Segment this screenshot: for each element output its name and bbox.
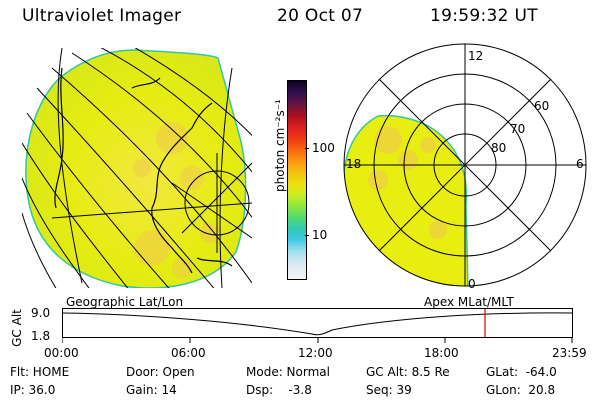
altitude-plot [62, 308, 573, 343]
polar-plot: 12 18 6 0 60 70 80 [343, 43, 587, 291]
polar-image-fill [344, 114, 469, 286]
alt-y-bottom: 1.8 [31, 329, 51, 343]
geographic-caption: Geographic Lat/Lon [66, 295, 184, 309]
glon-info: GLon: 20.8 [486, 383, 556, 397]
geographic-image [22, 48, 252, 288]
x-tick-0600: 06:00 [171, 346, 206, 360]
x-tick-1200: 12:00 [298, 346, 333, 360]
ip-info: IP: 36.0 [10, 383, 56, 397]
colorbar [287, 80, 307, 280]
x-tick-2359: 23:59 [552, 346, 587, 360]
polar-grid [343, 43, 587, 287]
coastline [54, 67, 233, 274]
gain-info: Gain: 14 [126, 383, 177, 397]
app-title: Ultraviolet Imager [22, 6, 182, 26]
altitude-curve [62, 312, 573, 336]
mlt-12-label: 12 [468, 49, 483, 63]
mlat-60-label: 60 [534, 99, 549, 113]
colorbar-tick-100-mark [305, 148, 309, 149]
gc-alt-axis-label: GC Alt [9, 309, 24, 347]
seq-info: Seq: 39 [366, 383, 412, 397]
colorbar-tick-100: 100 [312, 141, 335, 155]
x-tick-1800: 18:00 [424, 346, 459, 360]
date-label: 20 Oct 07 [277, 6, 364, 26]
time-label: 19:59:32 UT [430, 6, 538, 26]
gc-alt-info: GC Alt: 8.5 Re [366, 365, 450, 379]
mlat-70-label: 70 [510, 122, 525, 136]
colorbar-unit-label: photon cm⁻²s⁻¹ [273, 99, 287, 192]
alt-y-top: 9.0 [31, 306, 51, 320]
flight-info: Flt: HOME [10, 365, 70, 379]
apex-caption: Apex MLat/MLT [424, 295, 514, 309]
colorbar-tick-10: 10 [312, 228, 328, 242]
door-info: Door: Open [126, 365, 195, 379]
mode-info: Mode: Normal [246, 365, 330, 379]
mlt-6-label: 6 [576, 157, 584, 171]
glat-info: GLat: -64.0 [486, 365, 557, 379]
dsp-info: Dsp: -3.8 [246, 383, 312, 397]
mlt-18-label: 18 [346, 157, 361, 171]
x-tick-0000: 00:00 [44, 346, 79, 360]
mlat-80-label: 80 [491, 141, 506, 155]
mlt-0-label: 0 [468, 277, 476, 291]
colorbar-tick-10-mark [305, 235, 309, 236]
